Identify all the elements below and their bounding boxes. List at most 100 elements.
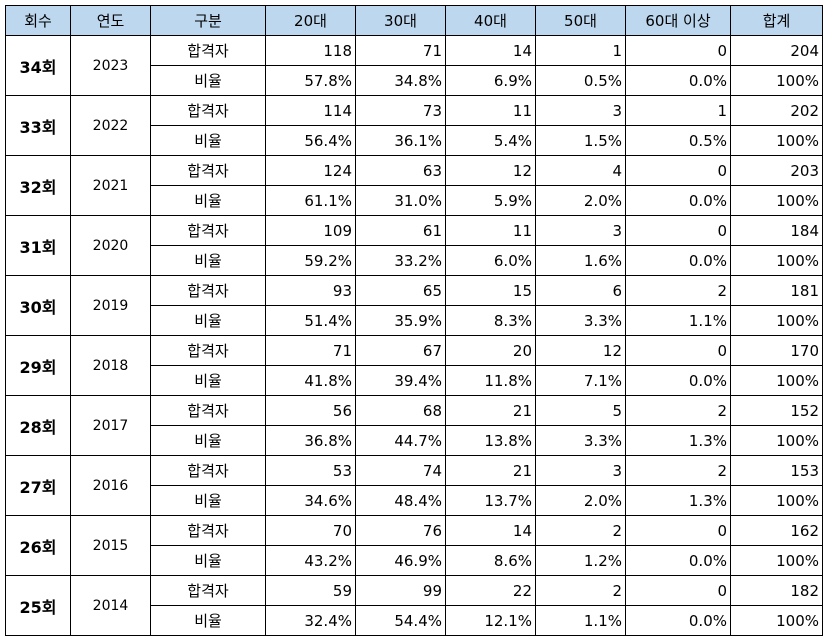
- header-cell: 60대 이상: [625, 5, 731, 36]
- value-cell: 93: [265, 275, 356, 306]
- value-cell: 153: [730, 455, 823, 486]
- value-cell: 63: [355, 155, 446, 186]
- table-row: 26회 2015 합격자 70 76 14 2 0 162: [5, 515, 823, 576]
- row-label: 합격자: [150, 275, 266, 306]
- value-cell: 0.5%: [625, 125, 731, 156]
- value-cell: 99: [355, 575, 446, 606]
- value-cell: 74: [355, 455, 446, 486]
- table-row: 33회 2022 합격자 114 73 11 3 1 202: [5, 95, 823, 156]
- value-cell: 56.4%: [265, 125, 356, 156]
- value-cell: 109: [265, 215, 356, 246]
- year-cell: 2015: [70, 515, 151, 576]
- value-cell: 8.6%: [445, 545, 536, 576]
- value-cell: 20: [445, 335, 536, 366]
- value-cell: 1.3%: [625, 485, 731, 516]
- value-cell: 100%: [730, 485, 823, 516]
- row-label: 비율: [150, 485, 266, 516]
- row-label: 합격자: [150, 455, 266, 486]
- value-cell: 2.0%: [535, 485, 626, 516]
- value-cell: 34.8%: [355, 65, 446, 96]
- value-cell: 48.4%: [355, 485, 446, 516]
- value-cell: 1.1%: [625, 305, 731, 336]
- row-label: 합격자: [150, 335, 266, 366]
- year-cell: 2020: [70, 215, 151, 276]
- value-cell: 56: [265, 395, 356, 426]
- value-cell: 184: [730, 215, 823, 246]
- value-cell: 100%: [730, 545, 823, 576]
- value-cell: 14: [445, 515, 536, 546]
- year-cell: 2022: [70, 95, 151, 156]
- value-cell: 152: [730, 395, 823, 426]
- header-cell: 연도: [70, 5, 151, 36]
- value-cell: 1.6%: [535, 245, 626, 276]
- value-cell: 1.1%: [535, 605, 626, 636]
- table-row: 30회 2019 합격자 93 65 15 6 2 181: [5, 275, 823, 336]
- value-cell: 0.0%: [625, 185, 731, 216]
- value-cell: 5: [535, 395, 626, 426]
- value-cell: 7.1%: [535, 365, 626, 396]
- value-cell: 35.9%: [355, 305, 446, 336]
- value-cell: 203: [730, 155, 823, 186]
- value-cell: 51.4%: [265, 305, 356, 336]
- value-cell: 0: [625, 575, 731, 606]
- round-cell: 31회: [5, 215, 71, 276]
- value-cell: 162: [730, 515, 823, 546]
- value-cell: 68: [355, 395, 446, 426]
- row-label: 합격자: [150, 515, 266, 546]
- value-cell: 61.1%: [265, 185, 356, 216]
- value-cell: 44.7%: [355, 425, 446, 456]
- table-row: 비율 32.4% 54.4% 12.1% 1.1% 0.0% 100%: [6, 605, 823, 636]
- header-cell: 회수: [5, 5, 71, 36]
- value-cell: 100%: [730, 245, 823, 276]
- row-label: 합격자: [150, 95, 266, 126]
- table-row: 27회 2016 합격자 53 74 21 3 2 153: [5, 455, 823, 516]
- round-cell: 26회: [5, 515, 71, 576]
- value-cell: 5.9%: [445, 185, 536, 216]
- value-cell: 2: [625, 275, 731, 306]
- table-row: 34회 2023 합격자 118 71 14 1 0 204: [5, 35, 823, 96]
- header-cell: 30대: [355, 5, 446, 36]
- value-cell: 0: [625, 515, 731, 546]
- table-row: 비율 59.2% 33.2% 6.0% 1.6% 0.0% 100%: [6, 245, 823, 276]
- value-cell: 124: [265, 155, 356, 186]
- value-cell: 21: [445, 455, 536, 486]
- value-cell: 12: [535, 335, 626, 366]
- value-cell: 100%: [730, 125, 823, 156]
- value-cell: 71: [265, 335, 356, 366]
- value-cell: 0.0%: [625, 545, 731, 576]
- value-cell: 32.4%: [265, 605, 356, 636]
- row-label: 비율: [150, 185, 266, 216]
- value-cell: 3: [535, 95, 626, 126]
- row-label: 비율: [150, 365, 266, 396]
- value-cell: 202: [730, 95, 823, 126]
- value-cell: 65: [355, 275, 446, 306]
- row-label: 비율: [150, 605, 266, 636]
- round-cell: 30회: [5, 275, 71, 336]
- value-cell: 4: [535, 155, 626, 186]
- table-row: 비율 43.2% 46.9% 8.6% 1.2% 0.0% 100%: [6, 545, 823, 576]
- header-cell: 40대: [445, 5, 536, 36]
- value-cell: 11: [445, 95, 536, 126]
- row-label: 합격자: [150, 155, 266, 186]
- row-label: 합격자: [150, 575, 266, 606]
- row-label: 비율: [150, 545, 266, 576]
- value-cell: 1.3%: [625, 425, 731, 456]
- value-cell: 100%: [730, 65, 823, 96]
- table-row: 28회 2017 합격자 56 68 21 5 2 152: [5, 395, 823, 456]
- value-cell: 39.4%: [355, 365, 446, 396]
- value-cell: 73: [355, 95, 446, 126]
- year-cell: 2017: [70, 395, 151, 456]
- value-cell: 57.8%: [265, 65, 356, 96]
- value-cell: 1: [625, 95, 731, 126]
- table-row: 31회 2020 합격자 109 61 11 3 0 184: [5, 215, 823, 276]
- year-cell: 2019: [70, 275, 151, 336]
- row-label: 비율: [150, 425, 266, 456]
- value-cell: 15: [445, 275, 536, 306]
- value-cell: 1.5%: [535, 125, 626, 156]
- value-cell: 3: [535, 455, 626, 486]
- row-label: 비율: [150, 65, 266, 96]
- table-body: 34회 2023 합격자 118 71 14 1 0 204 비율 57.8% 34.8% 6.9% 0.…: [5, 35, 823, 636]
- value-cell: 33.2%: [355, 245, 446, 276]
- value-cell: 204: [730, 35, 823, 66]
- value-cell: 0: [625, 215, 731, 246]
